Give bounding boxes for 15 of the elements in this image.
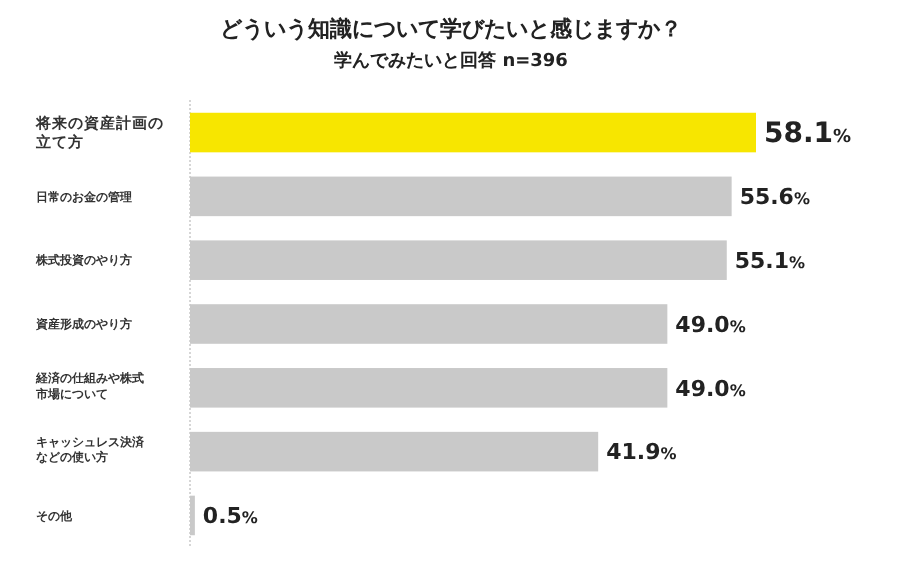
data-label: 58.1% — [764, 118, 852, 151]
data-label: 0.5% — [202, 503, 258, 530]
bar — [190, 240, 727, 280]
bar — [190, 368, 668, 408]
data-label: 55.6% — [739, 184, 810, 211]
chart-title: どういう知識について学びたいと感じますか？ — [220, 16, 682, 42]
bar — [190, 304, 668, 344]
bar — [190, 176, 732, 217]
data-label: 55.1% — [734, 247, 806, 274]
data-label: 49.0% — [675, 375, 746, 402]
chart-subtitle: 学んでみたいと回答 n=396 — [334, 50, 568, 72]
bar — [190, 431, 599, 472]
data-label: 41.9% — [606, 439, 677, 466]
data-label: 49.0% — [675, 311, 746, 338]
bar — [190, 112, 756, 153]
